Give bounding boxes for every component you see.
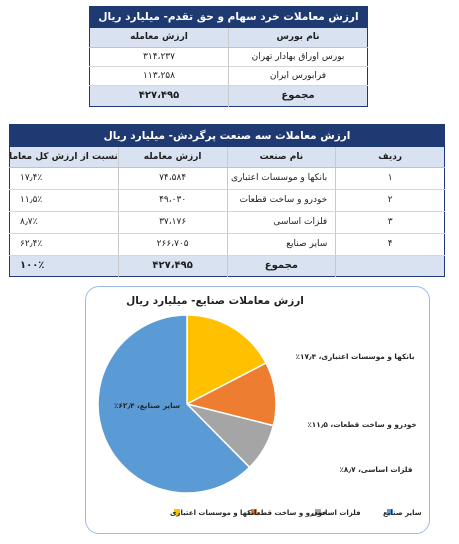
industry-percent: ۱۷٫۴٪ <box>9 167 119 190</box>
legend-swatch <box>251 509 257 515</box>
table2-header-industry: نام صنعت <box>227 146 337 168</box>
total-value: ۴۲۷،۴۹۵ <box>89 85 229 106</box>
table2-header-percent: نسبت از ارزش کل معاملات <box>9 146 119 168</box>
exchange-name: بورس اوراق بهادار تهران <box>228 47 368 67</box>
legend-entry: بانکها و موسسات اعتباری <box>170 509 260 517</box>
industry-percent: ۶۲٫۴٪ <box>9 233 119 256</box>
legend-entry: خودرو و ساخت قطعات <box>247 509 327 517</box>
table2-title: ارزش معاملات سه صنعت پرگردش- میلیارد ریا… <box>103 129 351 142</box>
table1-header-value: ارزش معامله <box>89 27 229 48</box>
total-row: مجموع ۴۲۷،۴۹۵ ۱۰۰٪ <box>9 255 445 276</box>
industry-percent: ۱۱٫۵٪ <box>9 189 119 212</box>
pie-chart-svg: ارزش معاملات صنایع- میلیارد ریال بانکها و… <box>97 295 422 517</box>
total-label: مجموع <box>227 255 337 276</box>
table-row: ۴ سایر صنایع ۲۶۶،۷۰۵ ۶۲٫۴٪ <box>9 233 445 256</box>
chart-title: ارزش معاملات صنایع- میلیارد ریال <box>126 295 304 307</box>
table-row: ۳ فلزات اساسی ۳۷،۱۷۶ ۸٫۷٪ <box>9 211 445 234</box>
slice-data-label: خودرو و ساخت قطعات، ۱۱٫۵٪ <box>307 420 416 429</box>
row-index: ۱ <box>335 167 445 190</box>
total-value: ۴۲۷،۴۹۵ <box>118 255 228 276</box>
table-row: فرابورس ایران ۱۱۳،۲۵۸ <box>89 66 368 86</box>
row-index: ۲ <box>335 189 445 212</box>
stock-exchange-trades-table: ارزش معاملات خرد سهام و حق تقدم- میلیارد… <box>89 6 368 107</box>
table-row: ۱ بانکها و موسسات اعتباری ۷۴،۵۸۴ ۱۷٫۴٪ <box>9 167 445 190</box>
industry-name: سایر صنایع <box>227 233 337 256</box>
table2-header-index: ردیف <box>335 146 445 168</box>
table1-title: ارزش معاملات خرد سهام و حق تقدم- میلیارد… <box>98 11 359 24</box>
total-label: مجموع <box>228 85 368 106</box>
table-row: بورس اوراق بهادار تهران ۳۱۴،۲۳۷ <box>89 47 368 67</box>
legend-entry: سایر صنایع <box>383 509 422 517</box>
industry-value: ۷۴،۵۸۴ <box>118 167 228 190</box>
total-percent: ۱۰۰٪ <box>9 255 119 276</box>
industries-pie-chart: ارزش معاملات صنایع- میلیارد ریال بانکها و… <box>85 286 430 534</box>
exchange-name: فرابورس ایران <box>228 66 368 86</box>
top-industries-table: ارزش معاملات سه صنعت پرگردش- میلیارد ریا… <box>9 124 445 277</box>
industry-percent: ۸٫۷٪ <box>9 211 119 234</box>
exchange-value: ۳۱۴،۲۳۷ <box>89 47 229 67</box>
row-index: ۳ <box>335 211 445 234</box>
pie-slice <box>186 314 268 406</box>
legend-swatch <box>315 509 321 515</box>
industry-value: ۳۷،۱۷۶ <box>118 211 228 234</box>
table-row: ۲ خودرو و ساخت قطعات ۴۹،۰۳۰ ۱۱٫۵٪ <box>9 189 445 212</box>
legend-entry: فلزات اساسی <box>311 509 361 517</box>
exchange-value: ۱۱۳،۲۵۸ <box>89 66 229 86</box>
industry-value: ۴۹،۰۳۰ <box>118 189 228 212</box>
slice-data-label: بانکها و موسسات اعتباری، ۱۷٫۴٪ <box>296 352 415 361</box>
total-row: مجموع ۴۲۷،۴۹۵ <box>89 85 368 106</box>
legend-swatch <box>174 509 180 515</box>
slice-data-label: فلزات اساسی، ۸٫۷٪ <box>339 465 412 474</box>
pie-slice <box>184 362 277 427</box>
table2-header-value: ارزش معامله <box>118 146 228 168</box>
legend-swatch <box>387 509 393 515</box>
industry-name: خودرو و ساخت قطعات <box>227 189 337 212</box>
industry-value: ۲۶۶،۷۰۵ <box>118 233 228 256</box>
row-index: ۴ <box>335 233 445 256</box>
pie-slice <box>97 314 251 494</box>
table1-header-name: نام بورس <box>228 27 368 48</box>
industry-name: بانکها و موسسات اعتباری <box>227 167 337 190</box>
industry-name: فلزات اساسی <box>227 211 337 234</box>
slice-data-label: سایر صنایع، ۶۲٫۴٪ <box>114 401 180 410</box>
